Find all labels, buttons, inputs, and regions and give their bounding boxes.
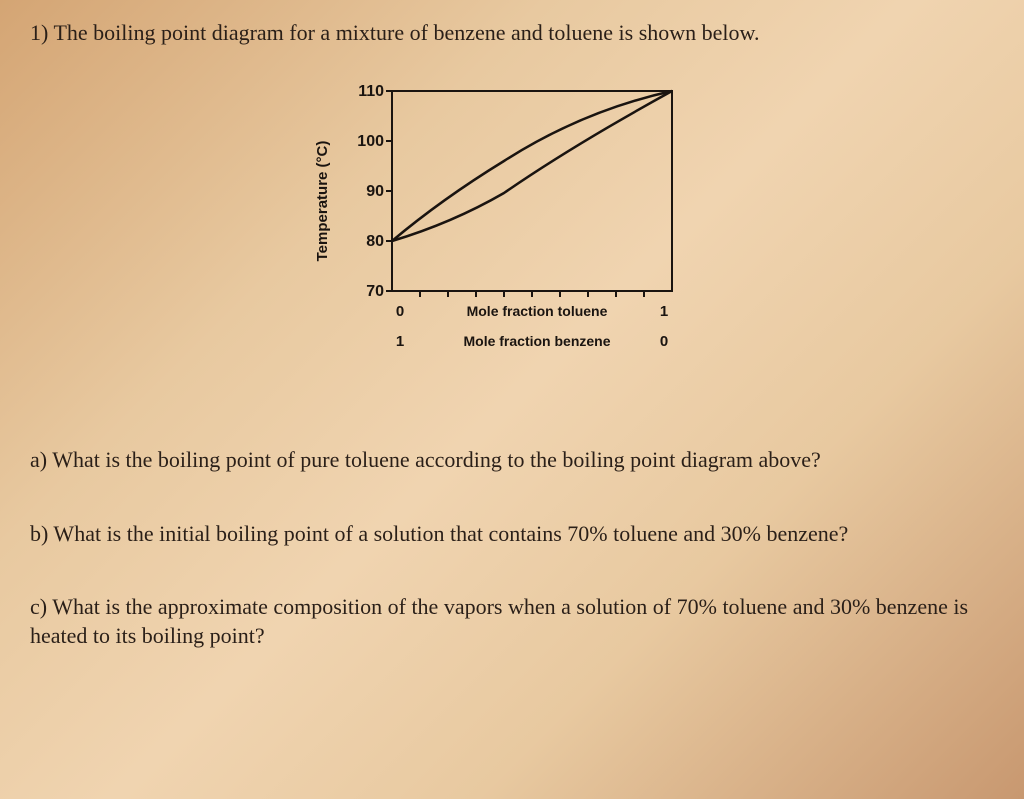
ytick-90: 90 xyxy=(366,183,384,200)
ytick-80: 80 xyxy=(366,233,384,250)
question-text: The boiling point diagram for a mixture … xyxy=(53,20,759,45)
ytick-110: 110 xyxy=(358,83,384,100)
ytick-70: 70 xyxy=(366,283,384,300)
x-top-left: 0 xyxy=(396,303,404,320)
boiling-point-diagram: Temperature (°C) 110 100 90 80 70 0 Mole… xyxy=(302,71,722,411)
y-axis-label: Temperature (°C) xyxy=(314,141,331,262)
question-number: 1) xyxy=(30,20,48,45)
chart-svg: Temperature (°C) 110 100 90 80 70 0 Mole… xyxy=(302,71,722,411)
x-label-benzene: Mole fraction benzene xyxy=(463,333,610,349)
x-bottom-right: 0 xyxy=(660,333,668,350)
x-bottom-left: 1 xyxy=(396,333,404,350)
ytick-100: 100 xyxy=(357,133,384,150)
liquid-curve xyxy=(392,91,672,241)
x-label-toluene: Mole fraction toluene xyxy=(467,303,608,319)
question-header: 1) The boiling point diagram for a mixtu… xyxy=(30,20,994,46)
subquestion-a: a) What is the boiling point of pure tol… xyxy=(30,446,994,475)
x-top-right: 1 xyxy=(660,303,668,320)
subquestion-c: c) What is the approximate composition o… xyxy=(30,593,994,650)
chart-frame xyxy=(392,91,672,291)
subquestion-b: b) What is the initial boiling point of … xyxy=(30,520,994,549)
